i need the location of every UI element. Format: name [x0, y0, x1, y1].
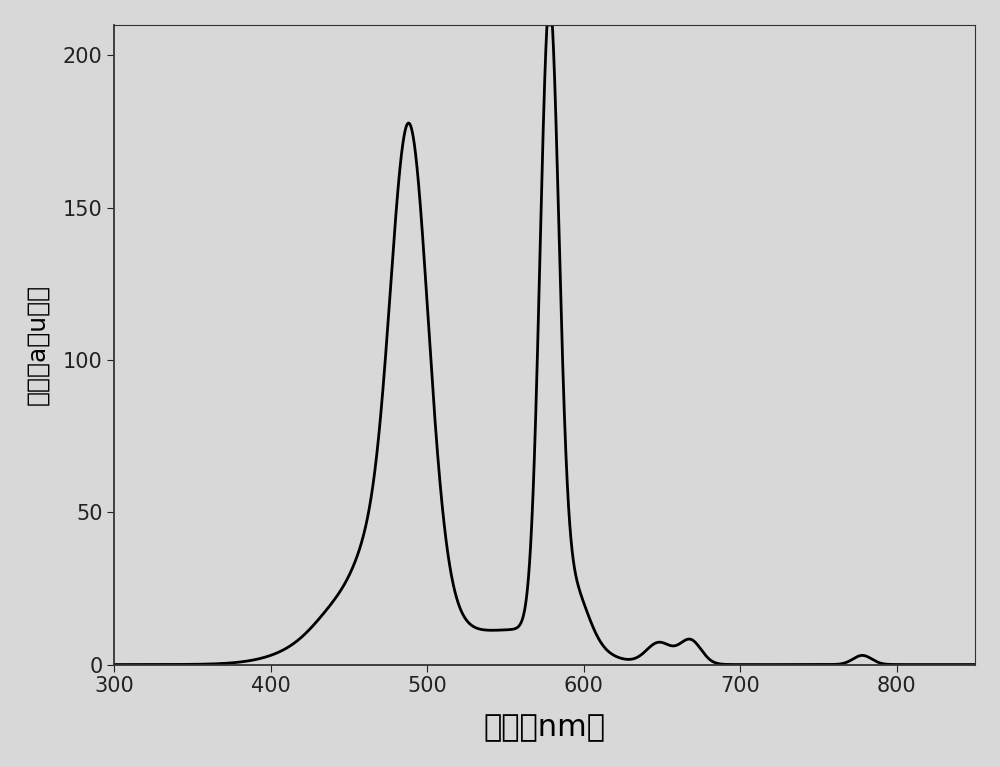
- Y-axis label: 强度（a．u．）: 强度（a．u．）: [25, 285, 49, 405]
- X-axis label: 波长（nm）: 波长（nm）: [484, 713, 606, 742]
